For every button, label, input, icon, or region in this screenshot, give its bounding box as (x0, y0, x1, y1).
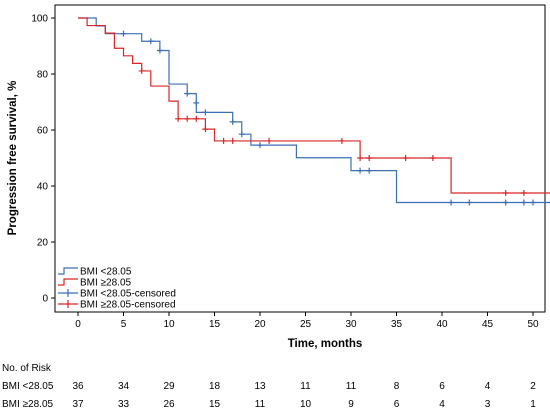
censor-mark-low (530, 199, 536, 206)
plot-area (54, 4, 546, 313)
y-tick-label: 80 (37, 70, 49, 81)
censor-mark-high (502, 190, 509, 196)
censor-mark-high (429, 155, 436, 161)
risk-count: 10 (300, 399, 312, 410)
censor-mark-high (402, 155, 409, 161)
legend-swatch-high (58, 278, 78, 286)
risk-count: 26 (163, 399, 175, 410)
risk-count: 15 (209, 399, 221, 410)
risk-count: 33 (118, 399, 130, 410)
censor-mark-high (266, 137, 273, 144)
x-tick-label: 15 (209, 319, 221, 330)
censor-mark-high (357, 155, 364, 161)
legend-swatch-low (58, 267, 78, 275)
y-tick-label: 20 (37, 238, 49, 249)
risk-count: 29 (163, 381, 175, 392)
risk-count: 8 (394, 381, 400, 392)
risk-table: No. of Risk BMI <28.05 36 34 29 18 13 11 11 8 6 4 2… (2, 363, 536, 410)
censor-mark-high (138, 67, 145, 74)
risk-count: 2 (530, 381, 536, 392)
risk-count: 36 (72, 381, 84, 392)
x-tick-label: 5 (121, 319, 127, 330)
legend-label-high-censored: BMI ≥28.05-censored (80, 300, 176, 311)
x-axis-title: Time, months (288, 338, 363, 350)
plot-frame (54, 4, 546, 313)
risk-count: 4 (439, 399, 445, 410)
risk-count: 6 (394, 399, 400, 410)
censor-mark-low (257, 142, 263, 149)
censor-mark-low (502, 199, 509, 206)
risk-count: 4 (485, 381, 491, 392)
censor-mark-high (184, 115, 191, 122)
risk-count: 3 (485, 399, 491, 410)
censor-mark-low (366, 167, 373, 174)
legend-label-high: BMI ≥28.05 (80, 278, 132, 289)
y-tick-label: 0 (42, 294, 48, 305)
x-tick-label: 20 (254, 319, 266, 330)
censor-mark-low (520, 199, 527, 206)
censor-mark-low (229, 118, 236, 125)
risk-count: 1 (530, 399, 536, 410)
x-tick-label: 40 (436, 319, 448, 330)
y-tick-label: 60 (37, 126, 49, 137)
risk-count: 9 (348, 399, 354, 410)
risk-count: 13 (254, 381, 266, 392)
x-tick-label: 50 (527, 319, 539, 330)
censor-mark-low (184, 90, 191, 97)
censor-mark-low (193, 99, 200, 106)
censor-mark-low (357, 167, 364, 174)
risk-count: 37 (72, 399, 84, 410)
risk-count: 34 (118, 381, 130, 392)
y-axis-title: Progression free survival, % (7, 81, 19, 236)
series-line-low (78, 17, 550, 204)
censor-mark-low (156, 47, 163, 54)
risk-count: 6 (439, 381, 445, 392)
risk-count: 18 (209, 381, 221, 392)
censor-mark-high (520, 190, 527, 196)
x-tick-label: 10 (163, 319, 175, 330)
censor-mark-low (202, 109, 209, 116)
censor-mark-low (147, 38, 154, 45)
x-tick-label: 35 (391, 319, 403, 330)
risk-count: 11 (346, 381, 357, 392)
risk-row-label: BMI ≥28.05 (2, 399, 54, 410)
censor-mark-high (366, 155, 373, 161)
censor-mark-high (338, 137, 345, 144)
risk-count: 11 (255, 399, 266, 410)
risk-count: 11 (300, 381, 311, 392)
censor-mark-high (193, 115, 200, 122)
risk-row-label: BMI <28.05 (2, 381, 54, 392)
legend-label-low-censored: BMI <28.05-censored (80, 289, 176, 300)
censor-mark-low (238, 131, 245, 138)
series-layer (78, 17, 550, 206)
censor-mark-high (229, 137, 236, 144)
x-tick-label: 30 (345, 319, 357, 330)
censor-mark-low (448, 199, 455, 206)
x-tick-label: 45 (482, 319, 494, 330)
axes: 0204060801000510152025303540455055 (31, 14, 539, 331)
y-tick-label: 100 (31, 14, 48, 25)
risk-table-title: No. of Risk (2, 363, 52, 374)
censor-mark-low (548, 201, 550, 204)
x-tick-label: 25 (300, 319, 312, 330)
y-tick-label: 40 (37, 182, 49, 193)
x-tick-label: 0 (75, 319, 81, 330)
censor-mark-high (175, 115, 182, 122)
legend-label-low: BMI <28.05 (80, 267, 132, 278)
series-line-high (78, 17, 550, 194)
censor-mark-low (120, 30, 127, 37)
censor-mark-high (220, 137, 227, 144)
censor-mark-high (202, 126, 209, 133)
censor-mark-low (466, 199, 473, 206)
